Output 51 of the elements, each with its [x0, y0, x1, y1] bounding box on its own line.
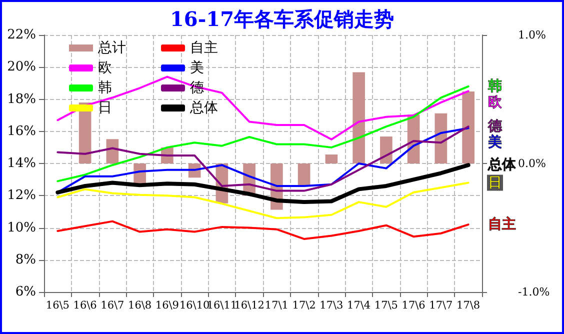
legend-label: 自主	[190, 40, 218, 56]
y-tick-label: 20%	[7, 60, 36, 75]
legend-label: 欧	[98, 60, 112, 76]
bar	[462, 92, 474, 164]
x-tick-label: 17\4	[347, 300, 371, 312]
y2-tick-label: 0.0%	[518, 157, 546, 170]
x-tick-label: 17\1	[264, 300, 288, 312]
text: 日	[488, 174, 502, 191]
bar	[298, 164, 310, 186]
y-tick-label: 8%	[15, 252, 36, 268]
x-tick-label: 16\6	[73, 300, 98, 312]
line-series	[56, 182, 470, 220]
legend-label: 总计	[97, 40, 126, 56]
text: 总体	[488, 157, 516, 174]
text: 美	[488, 134, 502, 151]
y-tick-label: 14%	[7, 156, 36, 171]
y-tick-label: 16%	[7, 124, 36, 139]
x-tick-label: 17\8	[456, 300, 480, 312]
x-tick-label: 16\12	[234, 300, 264, 312]
x-tick-label: 16\10	[179, 300, 210, 312]
line-series	[56, 163, 470, 204]
y-tick-label: 6%	[15, 284, 36, 300]
line-series	[56, 220, 470, 240]
y2-tick-label: -1.0%	[518, 286, 550, 298]
x-tick-label: 16\8	[128, 300, 152, 312]
x-tick-label: 17\5	[374, 300, 398, 312]
bar	[352, 72, 365, 164]
bar	[325, 154, 338, 164]
x-tick-label: 16\7	[100, 300, 124, 312]
legend-label: 美	[190, 60, 204, 76]
x-tick-label: 17\7	[429, 300, 453, 312]
y-tick-label: 12%	[7, 188, 36, 204]
x-tick-label: 16\5	[46, 300, 70, 312]
text: 德	[488, 118, 502, 135]
legend-label: 总体	[189, 100, 218, 116]
text: 欧	[488, 94, 502, 110]
x-tick-label: 16\9	[155, 300, 179, 312]
y-tick-label: 10%	[7, 220, 36, 236]
y-tick-label: 18%	[7, 92, 36, 107]
text: 韩	[488, 78, 502, 94]
bar	[380, 136, 392, 164]
y2-tick-label: 1.0%	[518, 28, 546, 42]
chart-title: 16-17年各车系促销走势	[170, 7, 394, 31]
legend-label: 日	[98, 100, 112, 116]
legend-label: 韩	[98, 80, 112, 96]
text: 自主	[488, 216, 516, 233]
x-tick-label: 17\3	[320, 300, 344, 312]
x-tick-label: 17\6	[402, 300, 426, 312]
y-tick-label: 22%	[7, 28, 36, 42]
x-tick-label: 17\2	[292, 300, 316, 312]
line-series	[56, 76, 470, 140]
